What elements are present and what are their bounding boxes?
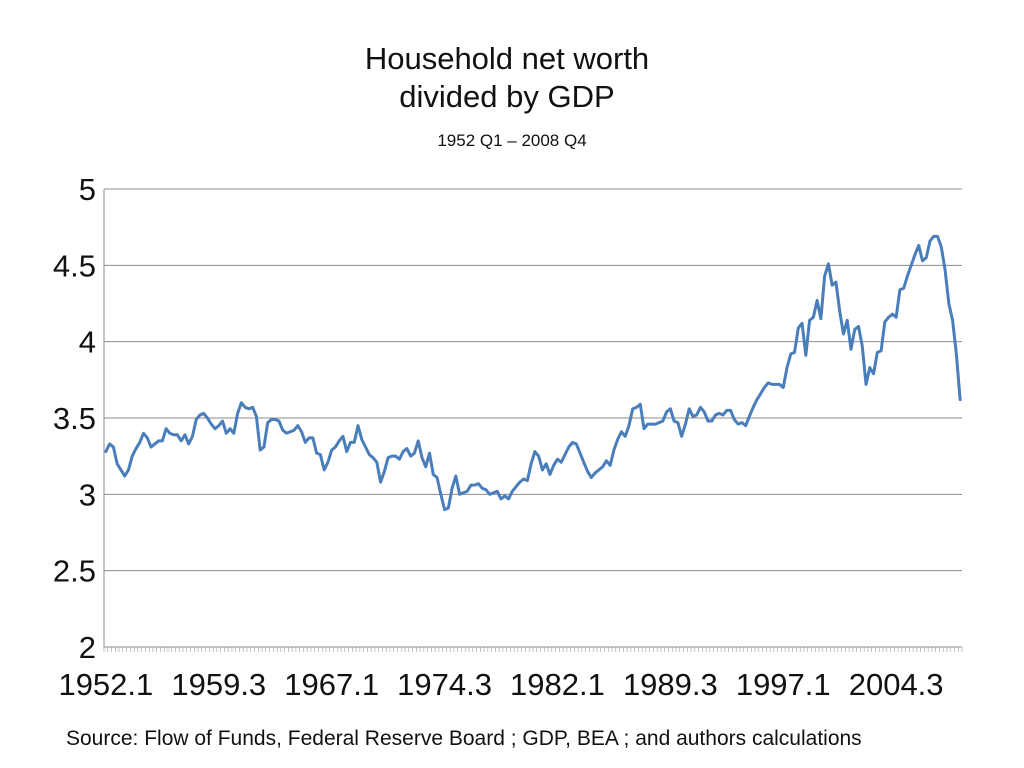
chart-title-line-2: divided by GDP [399,79,615,114]
x-tick-label: 1982.1 [510,667,605,702]
x-tick-label: 1997.1 [736,667,831,702]
x-tick-label: 1967.1 [284,667,379,702]
y-tick-label: 3 [79,477,96,512]
x-axis-minor-ticks [103,647,963,652]
x-tick-label: 1952.1 [58,667,153,702]
source-note: Source: Flow of Funds, Federal Reserve B… [66,727,862,750]
y-tick-label: 5 [79,172,96,207]
y-tick-label: 2 [79,630,96,665]
series-line-net-worth-to-gdp [104,234,962,512]
x-tick-label: 1959.3 [171,667,266,702]
y-axis-tick-labels: 2 2.5 3 3.5 4 4.5 5 [53,172,96,665]
gridlines [104,188,962,572]
chart-subtitle: 1952 Q1 – 2008 Q4 [437,131,587,150]
x-tick-label: 2004.3 [849,667,944,702]
chart-title-line-1: Household net worth [364,41,650,76]
chart-title: Household net worth divided by GDP [0,40,1014,116]
y-tick-label: 4.5 [53,248,96,283]
y-tick-label: 4 [79,325,96,360]
x-axis-tick-labels: 1952.1 1959.3 1967.1 1974.3 1982.1 1989.3 1997… [58,667,943,702]
y-tick-label: 3.5 [53,401,96,436]
x-tick-label: 1974.3 [397,667,492,702]
y-tick-label: 2.5 [53,554,96,589]
x-tick-label: 1989.3 [623,667,718,702]
